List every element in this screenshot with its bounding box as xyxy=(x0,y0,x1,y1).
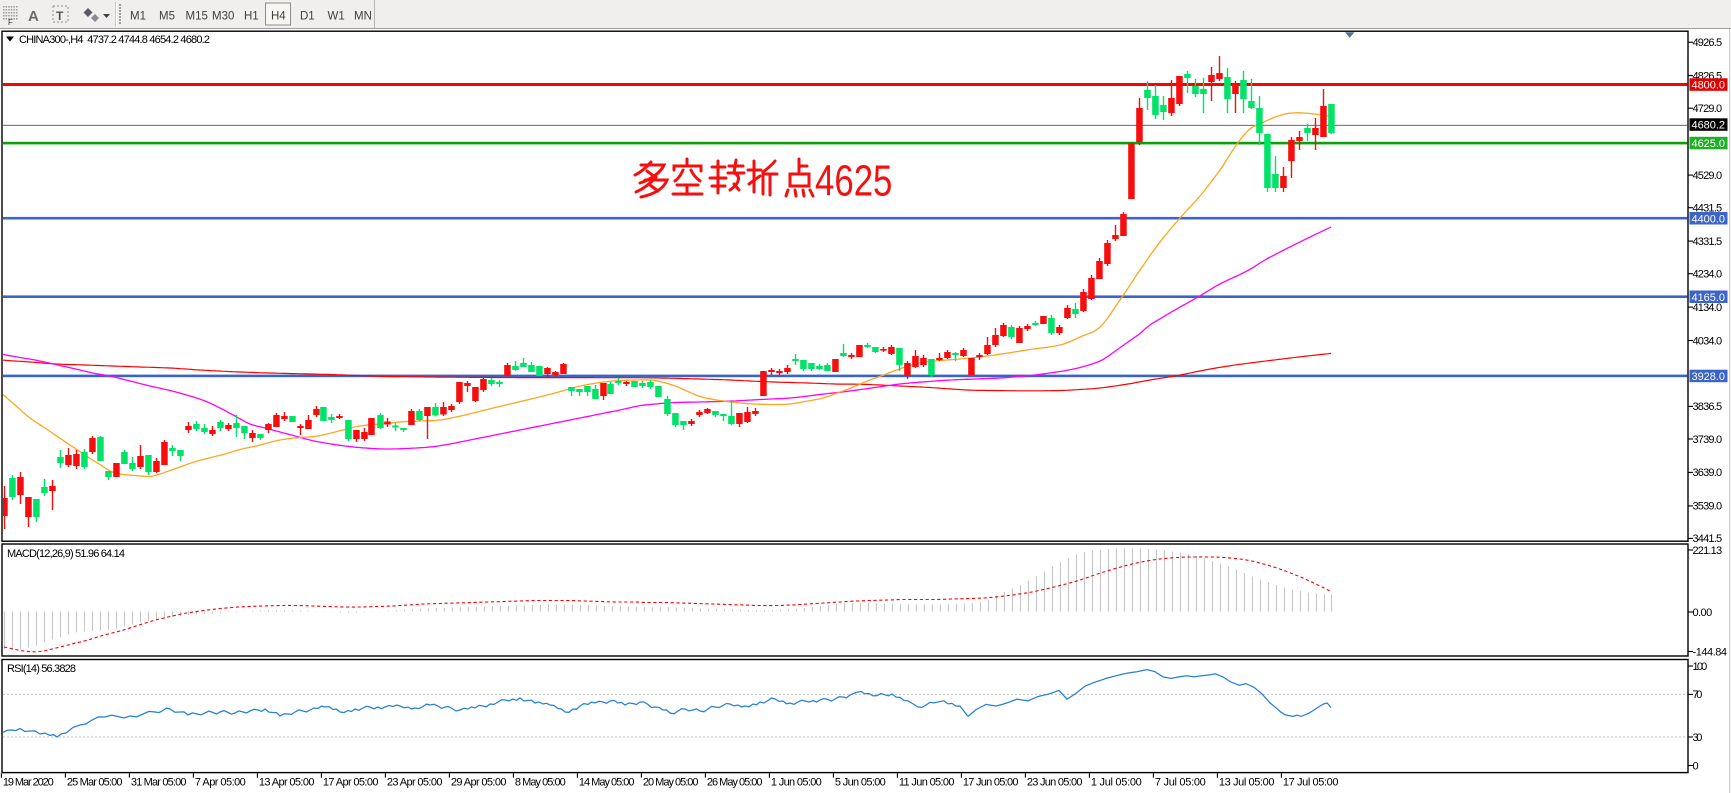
svg-text:4680.2: 4680.2 xyxy=(1692,120,1726,132)
svg-text:0: 0 xyxy=(1693,760,1699,772)
svg-text:A: A xyxy=(28,8,39,25)
svg-text:4165.0: 4165.0 xyxy=(1692,292,1726,304)
svg-text:D1: D1 xyxy=(300,11,315,23)
svg-text:4331.5: 4331.5 xyxy=(1693,236,1723,248)
svg-text:20 May 05:00: 20 May 05:00 xyxy=(643,777,699,789)
svg-text:4800.0: 4800.0 xyxy=(1692,80,1726,92)
svg-text:3739.0: 3739.0 xyxy=(1693,434,1723,446)
svg-text:100: 100 xyxy=(1693,661,1708,673)
svg-text:3836.5: 3836.5 xyxy=(1693,401,1723,413)
svg-text:4034.0: 4034.0 xyxy=(1693,335,1723,347)
svg-text:MACD(12,26,9) 51.96 64.14: MACD(12,26,9) 51.96 64.14 xyxy=(7,548,125,560)
svg-text:25 Mar 05:00: 25 Mar 05:00 xyxy=(67,777,123,789)
svg-text:26 May 05:00: 26 May 05:00 xyxy=(707,777,763,789)
svg-text:1 Jun 05:00: 1 Jun 05:00 xyxy=(771,777,822,789)
svg-text:-144.84: -144.84 xyxy=(1693,646,1728,658)
svg-text:3639.0: 3639.0 xyxy=(1693,467,1723,479)
svg-text:23 Jun 05:00: 23 Jun 05:00 xyxy=(1027,777,1083,789)
svg-text:MN: MN xyxy=(354,11,372,23)
svg-text:19 Mar 2020: 19 Mar 2020 xyxy=(3,777,54,789)
svg-text:5 Jun 05:00: 5 Jun 05:00 xyxy=(835,777,886,789)
svg-text:T: T xyxy=(56,9,64,23)
svg-text:M15: M15 xyxy=(186,11,208,23)
svg-text:221.13: 221.13 xyxy=(1693,545,1723,557)
svg-text:7 Apr 05:00: 7 Apr 05:00 xyxy=(195,777,246,789)
svg-text:7 Jul 05:00: 7 Jul 05:00 xyxy=(1155,777,1206,789)
svg-text:H1: H1 xyxy=(244,11,259,23)
svg-text:3928.0: 3928.0 xyxy=(1692,371,1726,383)
svg-text:W1: W1 xyxy=(328,11,345,23)
svg-text:23 Apr 05:00: 23 Apr 05:00 xyxy=(387,777,443,789)
svg-text:4134.0: 4134.0 xyxy=(1693,302,1723,314)
svg-text:4625.0: 4625.0 xyxy=(1692,138,1726,150)
svg-text:11 Jun 05:00: 11 Jun 05:00 xyxy=(899,777,955,789)
svg-text:0.00: 0.00 xyxy=(1693,607,1713,619)
svg-text:8 May 05:00: 8 May 05:00 xyxy=(515,777,566,789)
svg-text:4431.5: 4431.5 xyxy=(1693,203,1723,215)
svg-text:F: F xyxy=(8,18,13,27)
svg-text:17 Jun 05:00: 17 Jun 05:00 xyxy=(963,777,1019,789)
svg-text:M1: M1 xyxy=(130,11,146,23)
svg-text:17 Apr 05:00: 17 Apr 05:00 xyxy=(323,777,379,789)
svg-text:4729.0: 4729.0 xyxy=(1693,103,1723,115)
svg-text:14 May 05:00: 14 May 05:00 xyxy=(579,777,635,789)
svg-text:4926.5: 4926.5 xyxy=(1693,37,1723,49)
svg-text:13 Jul 05:00: 13 Jul 05:00 xyxy=(1219,777,1275,789)
svg-text:4400.0: 4400.0 xyxy=(1692,213,1726,225)
svg-text:H4: H4 xyxy=(271,11,286,23)
svg-text:CHINA300-,H4 4737.2 4744.8 46: CHINA300-,H4 4737.2 4744.8 4654.2 4680.2 xyxy=(19,34,210,46)
svg-text:M30: M30 xyxy=(212,11,234,23)
svg-text:70: 70 xyxy=(1693,689,1703,701)
svg-text:RSI(14) 56.3828: RSI(14) 56.3828 xyxy=(7,663,76,675)
svg-text:4529.0: 4529.0 xyxy=(1693,170,1723,182)
svg-text:4625: 4625 xyxy=(815,157,892,206)
svg-text:13 Apr 05:00: 13 Apr 05:00 xyxy=(259,777,315,789)
svg-text:17 Jul 05:00: 17 Jul 05:00 xyxy=(1283,777,1339,789)
svg-text:29 Apr 05:00: 29 Apr 05:00 xyxy=(451,777,507,789)
svg-text:3441.5: 3441.5 xyxy=(1693,533,1723,545)
svg-text:30: 30 xyxy=(1693,732,1703,744)
svg-text:4234.0: 4234.0 xyxy=(1693,269,1723,281)
svg-text:M5: M5 xyxy=(159,11,175,23)
svg-text:31 Mar 05:00: 31 Mar 05:00 xyxy=(131,777,187,789)
svg-text:3539.0: 3539.0 xyxy=(1693,501,1723,513)
svg-text:1 Jul 05:00: 1 Jul 05:00 xyxy=(1091,777,1142,789)
